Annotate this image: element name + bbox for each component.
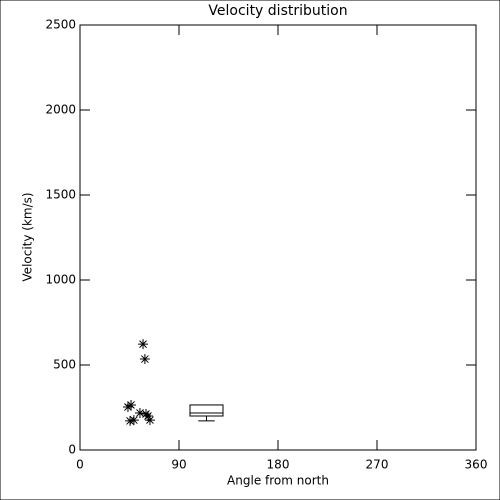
y-tick-label: 2500 (45, 18, 76, 32)
y-tick-label: 0 (68, 443, 76, 457)
asterisk-point (139, 354, 150, 365)
x-axis-label: Angle from north (227, 474, 329, 488)
asterisk-point (125, 415, 136, 426)
y-axis-label: Velocity (km/s) (21, 192, 35, 281)
x-tick-label: 90 (171, 458, 186, 472)
y-tick-label: 1000 (45, 273, 76, 287)
y-tick-label: 500 (53, 358, 76, 372)
x-tick-label: 360 (465, 458, 488, 472)
asterisk-point (122, 401, 133, 412)
asterisk-point (142, 411, 153, 421)
y-tick-label: 1500 (45, 188, 76, 202)
asterisk-point (128, 415, 139, 426)
chart-title: Velocity distribution (208, 3, 347, 19)
x-tick-label: 180 (267, 458, 290, 472)
box (189, 404, 224, 417)
x-tick-label: 0 (76, 458, 84, 472)
asterisk-point (126, 399, 137, 410)
asterisk-point (138, 339, 149, 350)
y-tick-label: 2000 (45, 103, 76, 117)
x-tick-label: 270 (366, 458, 389, 472)
asterisk-point (134, 407, 145, 418)
asterisk-point (144, 415, 155, 426)
